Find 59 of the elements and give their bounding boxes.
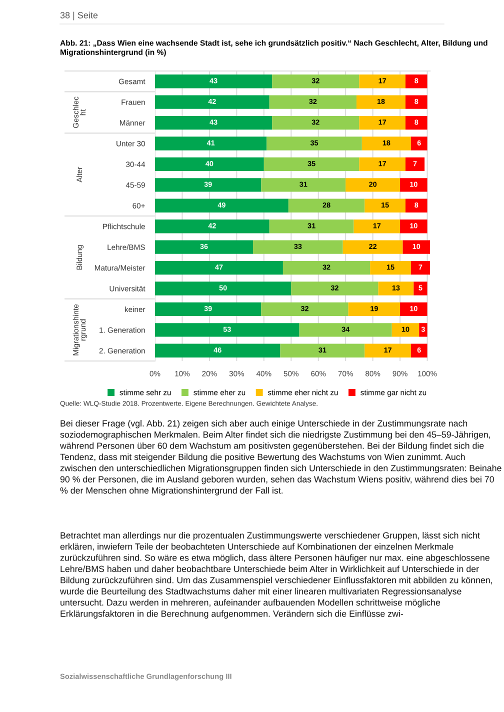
bar [359, 116, 406, 130]
bar [155, 157, 264, 172]
bar [359, 74, 406, 88]
bar [269, 220, 354, 234]
bar [280, 344, 365, 358]
bar [299, 323, 392, 337]
bar [405, 95, 428, 109]
bar [370, 260, 411, 275]
bar [356, 95, 406, 109]
bar [354, 220, 400, 234]
bar [155, 74, 272, 88]
bar [155, 178, 262, 192]
bar [155, 136, 267, 150]
bar [410, 136, 428, 150]
bar [155, 302, 262, 316]
text: Betrachtet man allerdings nur die prozentualen Zustimmungswerte verschiedener Gruppen, lässt sich nicht erklären, inwiefern Teile der beobachteten Unterschiede auf Kombinationen der einzelnen Merkmale zurückzuführen sind. So wäre es etwa möglich, dass ältere Personen häufiger nur max. eine abgeschlossene Lehre/BMS haben und daher beobachtbare Unterschiede beim Alter in Wirklichkeit auf Unterschiede in der Bildung zurückzuführen sind. Um das Zusammenspiel verschiedener Einflussfaktoren mit abbilden zu können, wurde die Beurteilung des Stadtwachstums daher mit einer linearen multivariaten Regressionsanalyse untersucht. Dazu werden in mehreren, aufeinander aufbauenden Modellen schrittweise mögliche Erklärungsfaktoren in die Berechnung aufgenommen. Verändern sich die Einflüsse zwi- [60, 532, 492, 619]
bar [359, 157, 406, 172]
bar [155, 240, 254, 254]
bar [155, 198, 288, 212]
bar [155, 116, 272, 130]
bar [378, 282, 414, 296]
bar [405, 74, 428, 88]
bar [364, 198, 406, 212]
bar [392, 323, 420, 337]
bar [400, 220, 428, 234]
bar [261, 302, 348, 316]
bar [266, 136, 362, 150]
bar [155, 344, 280, 358]
bar [291, 282, 378, 296]
bar [405, 116, 428, 130]
bar [272, 116, 360, 130]
bar [364, 344, 411, 358]
bar [400, 178, 428, 192]
bar [155, 95, 270, 109]
bar [155, 323, 300, 337]
bar [414, 282, 428, 296]
bar [405, 157, 425, 172]
bar [261, 178, 346, 192]
text: Bei dieser Frage (vgl. Abb. 21) zeigen sich aber auch einige Unterschiede in der Zustimmungsrate nach soziodemographischen Merkmalen. Beim Alter findet sich die niedrigste Zustimmung bei den 45–59-Jährigen, während Personen über 60 dem Wachstum am positivsten gegenüberstehen. Bei der Bildung findet sich die Tendenz, dass mit steigender Bildung die positive Bewertung des Wachstums von Wien zunimmt. Auch zwischen den unterschiedlichen Migrationsgruppen finden sich Unterschiede in den Zustimmungsraten: Beinahe 90 % der Personen, die im Ausland geboren wurden, sehen das Wachstum Wiens positiv, während dies bei 70 % der Menschen ohne Migrationshintergrund der Fall ist. [60, 420, 502, 496]
bar [402, 240, 430, 254]
bar [269, 95, 356, 109]
bar [400, 302, 428, 316]
bar [288, 198, 365, 212]
bar [155, 282, 292, 296]
bar [342, 240, 403, 254]
bar [410, 260, 430, 275]
bar [272, 74, 360, 88]
bar [346, 178, 400, 192]
bar [253, 240, 343, 254]
bar [155, 260, 283, 275]
bar [405, 198, 428, 212]
bar [419, 323, 428, 337]
bar [282, 260, 370, 275]
bar [348, 302, 400, 316]
bar [264, 157, 360, 172]
bar [155, 220, 270, 234]
bar [410, 344, 428, 358]
bar [362, 136, 411, 150]
text: 38 | Seite [60, 12, 98, 20]
